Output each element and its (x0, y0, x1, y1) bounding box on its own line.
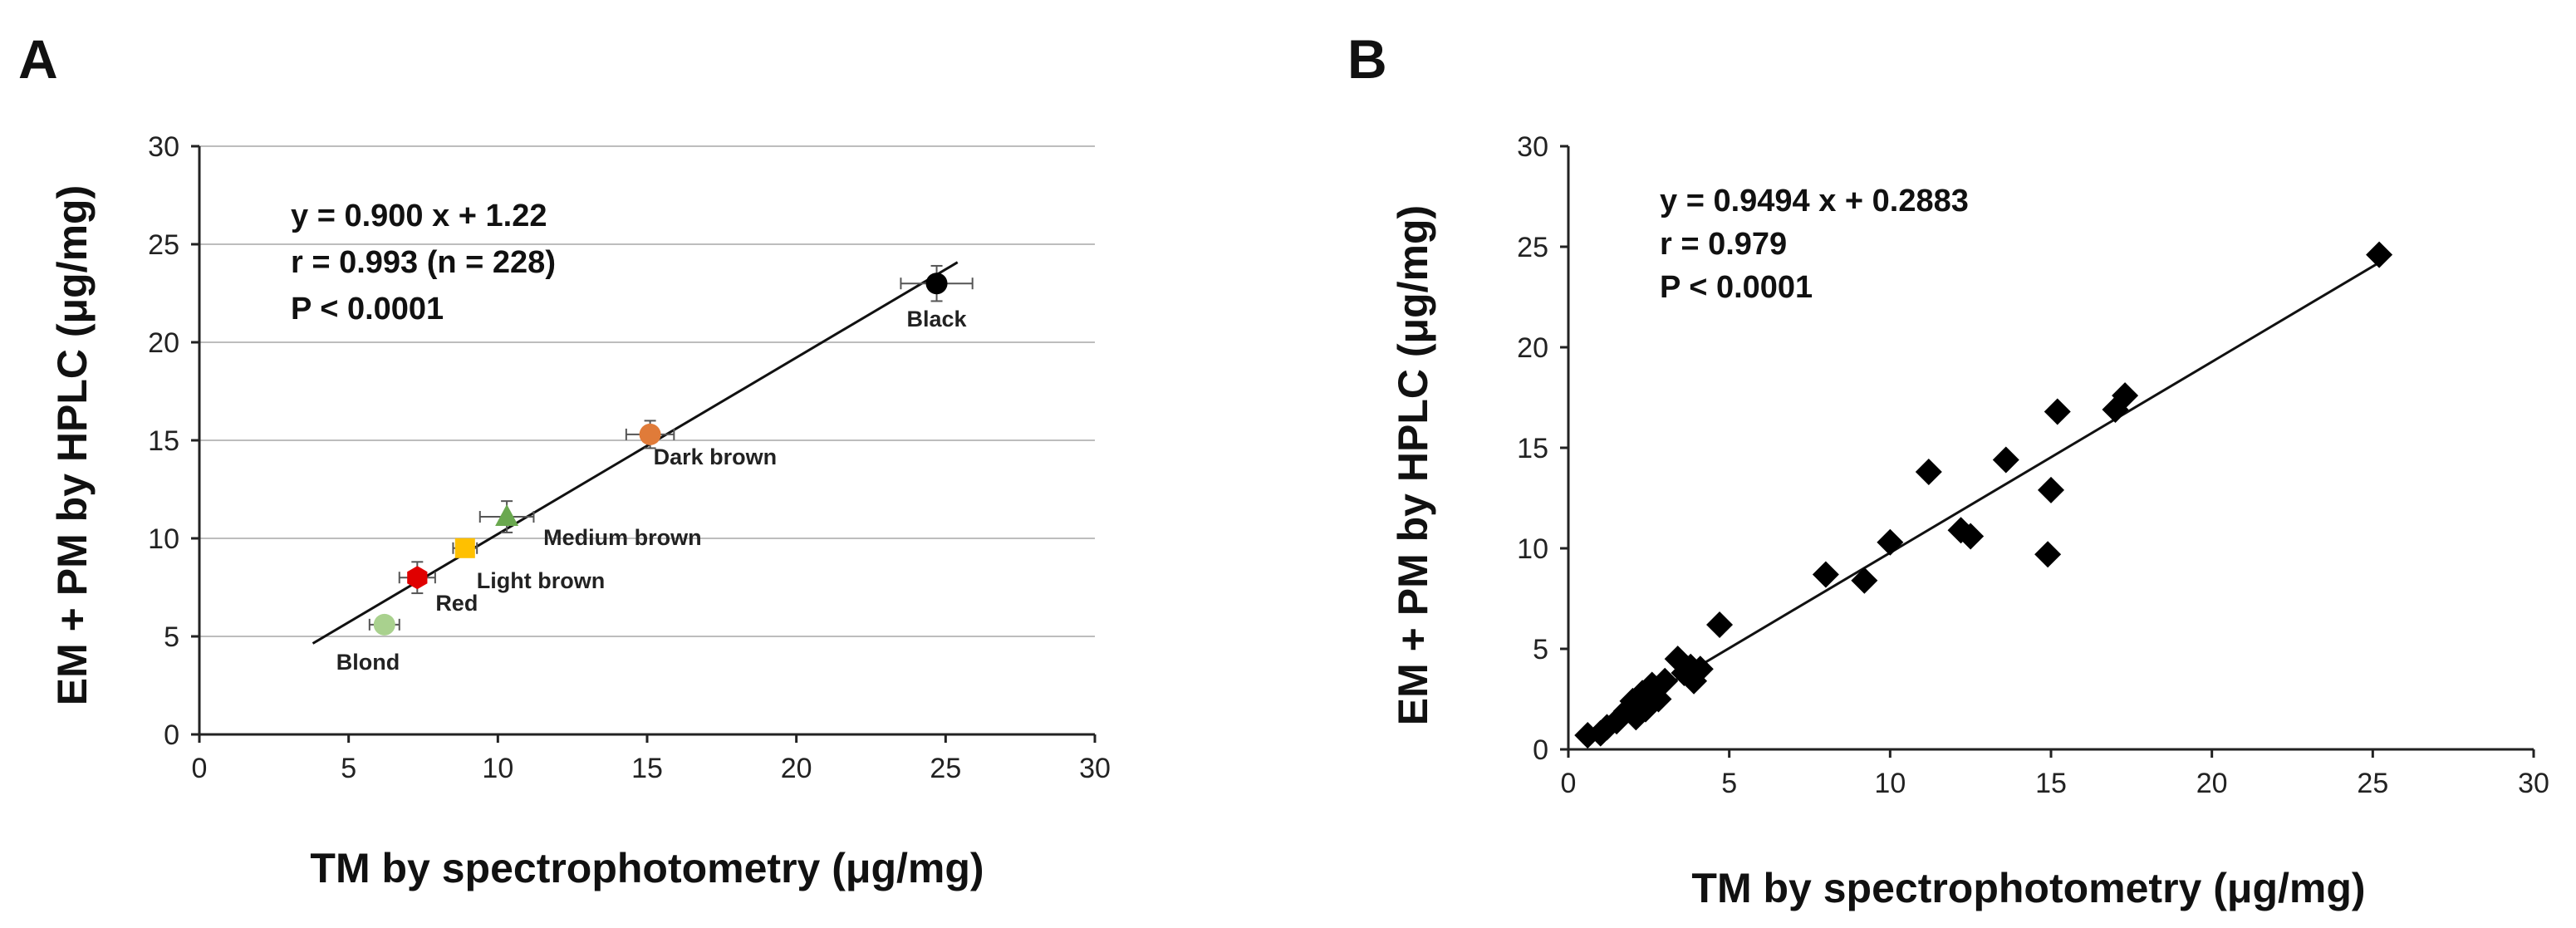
panel-b-data-point (1992, 446, 2019, 474)
panel-a-x-tick-label: 10 (482, 753, 513, 784)
panel-b-x-axis-title: TM by spectrophotometry (μg/mg) (1691, 865, 2365, 911)
panel-b-y-tick-label: 5 (1533, 634, 1548, 665)
panel-a-point-red (407, 566, 428, 590)
panel-a-y-tick-label: 15 (148, 425, 179, 457)
panel-b-data-point (2044, 398, 2071, 425)
panel-b-y-tick-label: 20 (1517, 332, 1548, 364)
panel-b-regression-line (1583, 261, 2380, 735)
panel-a-y-tick-label: 30 (148, 131, 179, 163)
panel-b-y-tick-label: 0 (1533, 734, 1548, 766)
panel-b-data-point (1812, 561, 1839, 588)
panel-b-stat-annotation: y = 0.9494 x + 0.2883 (1660, 184, 1969, 218)
panel-b-data-point (1957, 523, 1985, 550)
panel-b-data-point (2112, 382, 2139, 410)
panel-b-x-tick-label: 30 (2518, 768, 2549, 799)
panel-b-data-point (1706, 611, 1734, 638)
panel-a-y-tick-label: 5 (164, 621, 179, 653)
panel-a-stat-annotation: r = 0.993 (n = 228) (291, 245, 556, 280)
panel-b-data-point (1915, 459, 1942, 486)
panel-a-x-tick-label: 0 (192, 753, 208, 784)
panel-b-y-tick-label: 15 (1517, 433, 1548, 464)
panel-a-point-blond (373, 613, 395, 636)
panel-b-stat-annotation: P < 0.0001 (1660, 270, 1813, 305)
panel-b-data-point (1651, 667, 1679, 695)
panel-b-stat-annotation: r = 0.979 (1660, 227, 1787, 262)
panel-a-point-black (925, 273, 948, 295)
panel-a-x-tick-label: 30 (1079, 753, 1111, 784)
panel-a-y-tick-label: 25 (148, 229, 179, 261)
panel-b-x-tick-label: 5 (1721, 768, 1737, 799)
panel-a-point-dark-brown (639, 423, 661, 445)
panel-b-data-point (1851, 567, 1878, 594)
panel-a-stat-annotation: y = 0.900 x + 1.22 (291, 199, 547, 233)
panel-b-x-tick-label: 25 (2357, 768, 2388, 799)
panel-b-y-tick-label: 10 (1517, 533, 1548, 565)
panel-b-x-tick-label: 15 (2035, 768, 2067, 799)
panel-a-y-axis-title: EM + PM by HPLC (μg/mg) (49, 185, 96, 705)
panel-b-data-point (2034, 541, 2062, 568)
panel-a-point-light-brown (454, 538, 475, 558)
panel-a-point-label-light-brown: Light brown (477, 568, 605, 593)
panel-b-x-tick-label: 0 (1561, 768, 1577, 799)
panel-b-y-tick-label: 25 (1517, 232, 1548, 263)
panel-b-data-point (2038, 476, 2064, 503)
panel-b-y-axis-title: EM + PM by HPLC (μg/mg) (1390, 205, 1436, 725)
panel-a-point-medium-brown (495, 504, 519, 527)
panel-a-y-tick-label: 0 (164, 719, 179, 751)
panel-a-label: A (18, 28, 58, 90)
panel-a-x-tick-label: 5 (341, 753, 356, 784)
panel-b-y-tick-label: 30 (1517, 131, 1548, 163)
panel-a-point-label-dark-brown: Dark brown (654, 444, 778, 469)
panel-b-data-point (2366, 241, 2393, 268)
panel-a-y-tick-label: 10 (148, 523, 179, 555)
panel-b-data-point (1686, 655, 1714, 683)
panel-a-x-tick-label: 20 (781, 753, 812, 784)
panel-a-stat-annotation: P < 0.0001 (291, 292, 444, 327)
panel-a-point-label-blond: Blond (336, 650, 400, 675)
panel-b-label: B (1347, 28, 1387, 90)
panel-a-point-label-black: Black (907, 307, 968, 331)
panel-b-x-tick-label: 10 (1874, 768, 1906, 799)
panel-a-x-tick-label: 25 (930, 753, 961, 784)
panel-b-data-point (1877, 528, 1904, 556)
panel-a-y-tick-label: 20 (148, 327, 179, 359)
panel-a-x-axis-title: TM by spectrophotometry (μg/mg) (310, 845, 984, 891)
panel-a-x-tick-label: 15 (631, 753, 663, 784)
panel-a-point-label-red: Red (435, 591, 478, 616)
panel-a-point-label-medium-brown: Medium brown (543, 525, 702, 550)
panel-b-x-tick-label: 20 (2196, 768, 2228, 799)
